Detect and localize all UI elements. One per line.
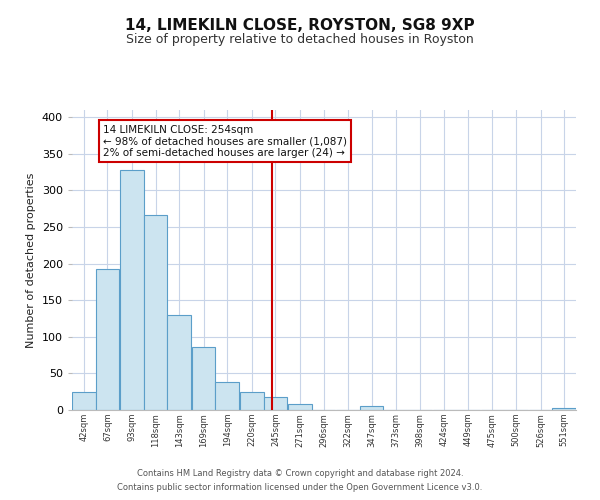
Y-axis label: Number of detached properties: Number of detached properties [26, 172, 36, 348]
Bar [120, 170, 144, 410]
Text: Contains HM Land Registry data © Crown copyright and database right 2024.: Contains HM Land Registry data © Crown c… [137, 468, 463, 477]
Bar [95, 269, 119, 410]
Bar [215, 382, 239, 410]
Bar [167, 315, 191, 410]
Bar [263, 397, 287, 410]
Text: 14 LIMEKILN CLOSE: 254sqm
← 98% of detached houses are smaller (1,087)
2% of sem: 14 LIMEKILN CLOSE: 254sqm ← 98% of detac… [103, 124, 347, 158]
Bar [144, 216, 167, 410]
Text: 14, LIMEKILN CLOSE, ROYSTON, SG8 9XP: 14, LIMEKILN CLOSE, ROYSTON, SG8 9XP [125, 18, 475, 32]
Text: Contains public sector information licensed under the Open Government Licence v3: Contains public sector information licen… [118, 484, 482, 492]
Bar [240, 392, 263, 410]
Text: Size of property relative to detached houses in Royston: Size of property relative to detached ho… [126, 32, 474, 46]
Bar [288, 404, 312, 410]
Bar [72, 392, 95, 410]
Bar [192, 347, 215, 410]
Bar [360, 406, 383, 410]
Bar [553, 408, 576, 410]
